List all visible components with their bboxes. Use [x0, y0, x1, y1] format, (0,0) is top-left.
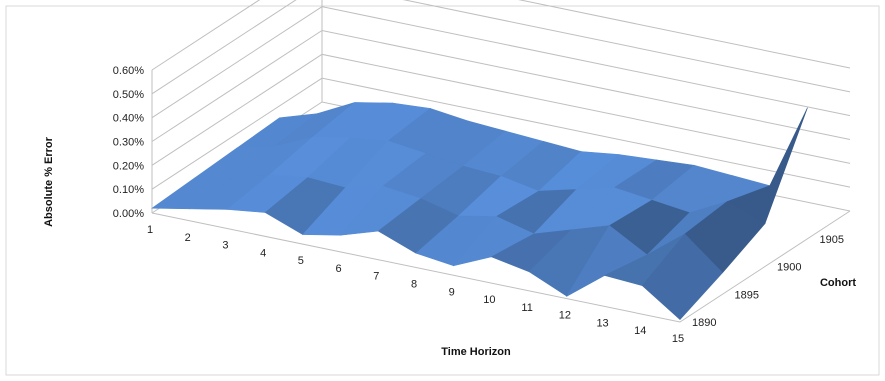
x-tick-label: 9: [449, 286, 455, 298]
cohort-tick-label: 1895: [735, 289, 759, 301]
cohort-tick-label: 1890: [692, 317, 716, 329]
x-tick-label: 6: [336, 263, 342, 275]
gridline: [151, 0, 851, 95]
y-tick-label: 0.40%: [113, 113, 144, 125]
x-tick-label: 10: [483, 294, 495, 306]
x-tick-label: 15: [672, 333, 684, 345]
y-tick-label: 0.60%: [113, 65, 144, 77]
depth-axis-title: Cohort: [820, 277, 856, 289]
floor-edge: [151, 210, 851, 323]
x-tick-label: 7: [373, 271, 379, 283]
cohort-tick-label: 1900: [777, 262, 801, 274]
y-tick-label: 0.20%: [113, 160, 144, 172]
x-tick-label: 1: [147, 224, 153, 236]
x-tick-label: 13: [596, 317, 608, 329]
x-tick-label: 5: [298, 255, 304, 267]
x-tick-label: 14: [634, 325, 646, 337]
x-tick-label: 2: [185, 232, 191, 244]
surface-patch: [641, 233, 723, 321]
x-tick-label: 12: [559, 310, 571, 322]
y-tick-label: 0.30%: [113, 137, 144, 149]
y-axis-title: Absolute % Error: [43, 136, 55, 227]
cohort-tick-label: 1905: [820, 234, 844, 246]
y-tick-label: 0.00%: [113, 208, 144, 220]
gridline: [151, 0, 851, 71]
x-axis-title: Time Horizon: [441, 346, 511, 358]
x-tick-label: 4: [260, 247, 266, 259]
tick-labels: 0.00%0.10%0.20%0.30%0.40%0.50%0.60%12345…: [113, 65, 844, 345]
y-tick-label: 0.10%: [113, 184, 144, 196]
x-tick-label: 11: [521, 302, 532, 314]
x-tick-label: 3: [222, 240, 228, 252]
surface-plot: [151, 102, 808, 321]
x-tick-label: 8: [411, 279, 417, 291]
y-tick-label: 0.50%: [113, 89, 144, 101]
